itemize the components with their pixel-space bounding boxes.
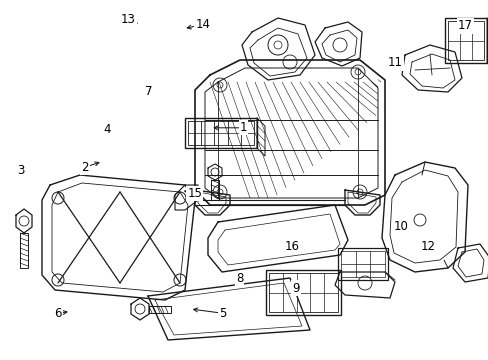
Bar (337, 248, 387, 280)
Polygon shape (457, 249, 483, 277)
Bar (184, 118, 257, 148)
Polygon shape (16, 209, 32, 233)
Text: 1: 1 (239, 121, 247, 134)
Bar (268, 273, 337, 312)
Polygon shape (334, 272, 394, 298)
Polygon shape (52, 183, 187, 292)
Text: 2: 2 (81, 161, 88, 174)
Text: 10: 10 (393, 220, 407, 233)
Polygon shape (389, 170, 457, 263)
Polygon shape (452, 244, 488, 282)
Polygon shape (486, 18, 488, 69)
Polygon shape (257, 118, 264, 156)
Polygon shape (155, 283, 302, 335)
Text: 8: 8 (235, 273, 243, 285)
Bar (444, 18, 486, 63)
Polygon shape (347, 192, 375, 213)
Polygon shape (207, 164, 222, 180)
Polygon shape (195, 190, 229, 215)
Polygon shape (131, 298, 149, 320)
Text: 14: 14 (195, 18, 210, 31)
Bar (265, 270, 340, 315)
Polygon shape (345, 190, 379, 215)
Bar (149, 306, 171, 313)
Polygon shape (314, 22, 361, 66)
Text: 7: 7 (145, 85, 153, 98)
Polygon shape (218, 214, 339, 265)
Text: 15: 15 (187, 187, 202, 200)
Polygon shape (249, 28, 306, 76)
Text: 12: 12 (420, 240, 434, 253)
Text: 3: 3 (17, 165, 24, 177)
Text: 17: 17 (457, 19, 472, 32)
Polygon shape (207, 205, 347, 272)
Text: 13: 13 (121, 13, 135, 26)
Polygon shape (198, 192, 225, 213)
Bar (340, 251, 384, 277)
Polygon shape (148, 278, 309, 340)
Text: 5: 5 (218, 307, 226, 320)
Text: 4: 4 (103, 123, 111, 136)
Bar (210, 180, 219, 200)
Polygon shape (409, 54, 454, 88)
Polygon shape (204, 68, 377, 198)
Polygon shape (401, 45, 461, 92)
Polygon shape (175, 185, 198, 210)
Text: 16: 16 (285, 240, 299, 253)
Polygon shape (381, 162, 467, 272)
Bar (187, 121, 253, 145)
Text: 11: 11 (387, 57, 402, 69)
Bar (447, 21, 483, 60)
Polygon shape (242, 18, 314, 80)
Polygon shape (42, 175, 195, 300)
Text: 6: 6 (54, 307, 61, 320)
Polygon shape (321, 30, 356, 62)
Bar (20, 233, 28, 268)
Polygon shape (195, 60, 384, 205)
Text: 9: 9 (291, 282, 299, 294)
